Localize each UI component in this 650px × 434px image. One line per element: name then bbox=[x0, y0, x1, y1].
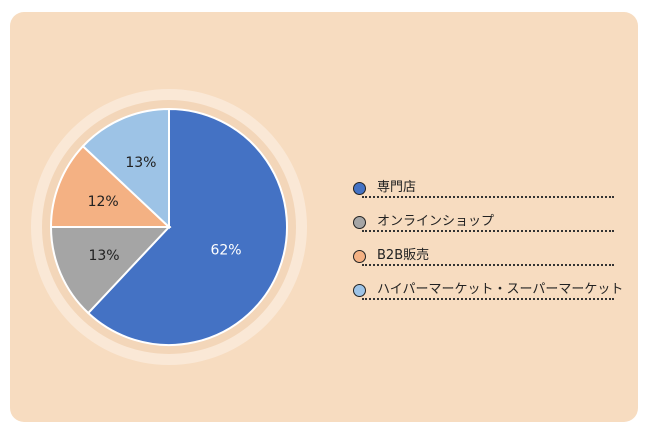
legend-dotted-line bbox=[362, 264, 614, 266]
legend: 専門店 オンラインショップ B2B販売 ハイパーマーケット・スーパーマーケット bbox=[350, 172, 624, 308]
slice-label-b2b-sales: 12% bbox=[88, 194, 119, 210]
legend-item-b2b-sales: B2B販売 bbox=[350, 240, 620, 274]
pie-slice-b2b-sales bbox=[49, 144, 172, 228]
legend-item-hypermarket-supermarket: ハイパーマーケット・スーパーマーケット bbox=[350, 274, 624, 308]
legend-label: オンラインショップ bbox=[377, 214, 495, 229]
chart-card: 62% 13% 12% 13% 専門店 オンラインショップ B2B販売 ハイパーマーケ… bbox=[10, 12, 638, 422]
pie-slice-hypermarket-supermarket bbox=[81, 107, 170, 230]
legend-marker-specialty-store bbox=[353, 182, 366, 195]
slice-label-online-shop: 13% bbox=[88, 248, 119, 264]
legend-marker-hypermarket-supermarket bbox=[353, 284, 366, 297]
legend-label: ハイパーマーケット・スーパーマーケット bbox=[377, 282, 624, 297]
legend-item-specialty-store: 専門店 bbox=[350, 172, 620, 206]
pie-slice-online-shop bbox=[49, 226, 172, 315]
legend-dotted-line bbox=[362, 196, 614, 198]
slice-label-hypermarket-supermarket: 13% bbox=[125, 155, 156, 171]
legend-marker-b2b-sales bbox=[353, 250, 366, 263]
legend-label: 専門店 bbox=[377, 180, 417, 195]
pie-chart: 62% 13% 12% 13% bbox=[31, 89, 307, 365]
pie-slice-specialty-store bbox=[86, 107, 288, 346]
legend-label: B2B販売 bbox=[377, 248, 430, 263]
legend-dotted-line bbox=[362, 298, 614, 300]
legend-item-online-shop: オンラインショップ bbox=[350, 206, 620, 240]
slice-label-specialty-store: 62% bbox=[210, 243, 241, 259]
legend-marker-online-shop bbox=[353, 216, 366, 229]
legend-dotted-line bbox=[362, 230, 614, 232]
